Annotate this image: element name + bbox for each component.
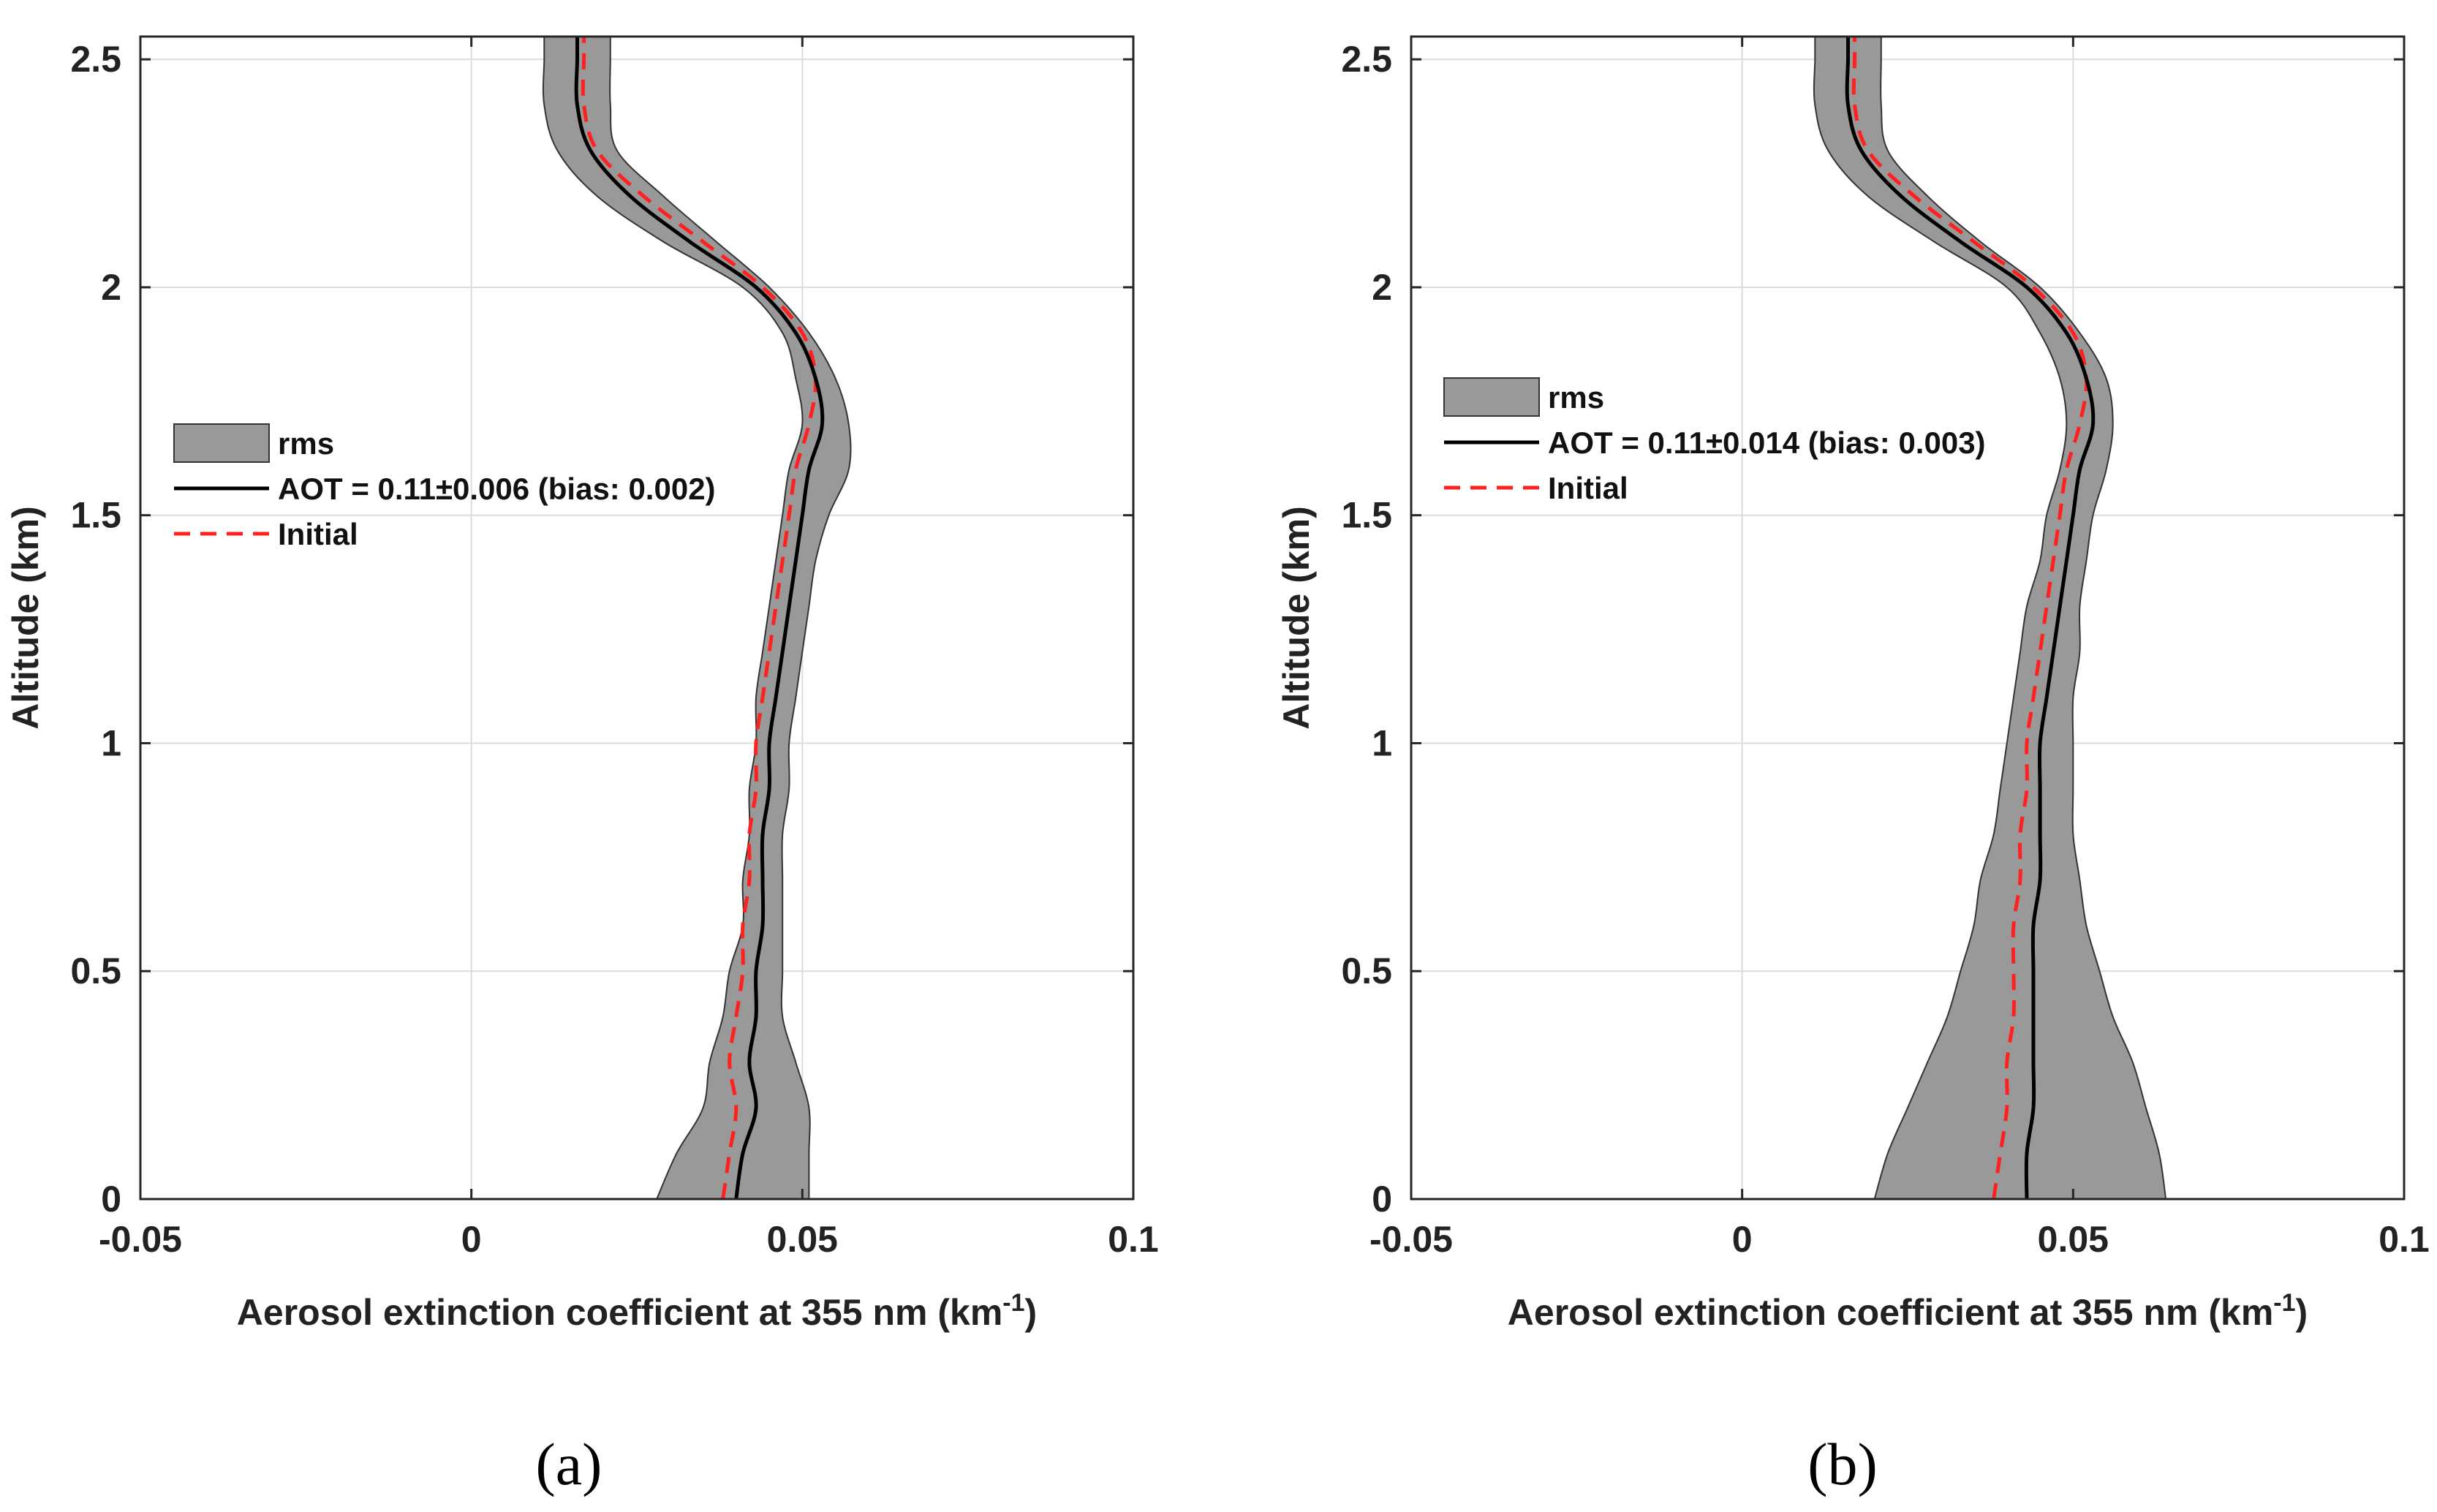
axes-frame-b (1410, 35, 2406, 1201)
x-tick-label: 0 (1732, 1219, 1753, 1260)
y-tick-label: 0 (101, 1179, 121, 1220)
rms-band-layer-a (542, 36, 852, 1200)
panel-a: -0.05 0 0.05 0.1 0 0.5 1 1.5 2 2.5 Aeros… (5, 35, 1159, 1497)
y-tick-label: 2 (101, 267, 121, 308)
y-tick-label: 1.5 (1341, 495, 1392, 536)
legend-label-rms: rms (1548, 380, 1604, 415)
y-tick-label: 2.5 (70, 39, 121, 80)
series-lines-b (1845, 37, 2096, 1200)
y-tick-label: 0.5 (1341, 950, 1392, 991)
rms-band-b (1813, 36, 2167, 1200)
y-tick-label: 2 (1372, 267, 1392, 308)
series-lines-a (574, 37, 825, 1200)
legend-label-aot: AOT = 0.11±0.014 (bias: 0.003) (1548, 426, 1986, 460)
y-tick-labels-a: 0 0.5 1 1.5 2 2.5 (70, 39, 121, 1220)
rms-band-a (542, 36, 852, 1200)
x-tick-label: 0.1 (2379, 1219, 2430, 1260)
aot-line-a (574, 37, 825, 1200)
y-tick-label: 1 (1372, 722, 1392, 763)
legend-b: rms AOT = 0.11±0.014 (bias: 0.003) Initi… (1443, 377, 1986, 505)
legend-swatch-rms (173, 423, 270, 463)
x-tick-label: -0.05 (1369, 1219, 1453, 1260)
x-tick-label: 0.05 (767, 1219, 838, 1260)
panel-label-a: (a) (535, 1431, 602, 1497)
legend-label-initial: Initial (278, 517, 358, 551)
x-tick-labels-a: -0.05 0 0.05 0.1 (99, 1219, 1159, 1260)
y-tick-labels-b: 0 0.5 1 1.5 2 2.5 (1341, 39, 1392, 1220)
tick-marks-a (139, 37, 1135, 1201)
axes-frame-a (139, 35, 1135, 1201)
legend-a: rms AOT = 0.11±0.006 (bias: 0.002) Initi… (173, 423, 716, 551)
aot-line-b (1845, 37, 2096, 1200)
rms-band-layer-b (1813, 36, 2167, 1200)
legend-label-initial: Initial (1548, 471, 1628, 505)
x-axis-title-b: Aerosol extinction coefficient at 355 nm… (1508, 1289, 2308, 1333)
legend-label-rms: rms (278, 426, 334, 461)
x-axis-title-a: Aerosol extinction coefficient at 355 nm… (237, 1289, 1037, 1333)
y-tick-label: 0 (1372, 1179, 1392, 1220)
y-axis-title-b: Altitude (km) (1276, 506, 1317, 730)
panel-b: -0.05 0 0.05 0.1 0 0.5 1 1.5 2 2.5 Aeros… (1276, 35, 2430, 1497)
x-tick-labels-b: -0.05 0 0.05 0.1 (1369, 1219, 2430, 1260)
y-tick-label: 0.5 (70, 950, 121, 991)
x-tick-label: 0.05 (2038, 1219, 2109, 1260)
x-tick-label: -0.05 (99, 1219, 182, 1260)
y-tick-label: 1.5 (70, 495, 121, 536)
x-tick-label: 0 (461, 1219, 482, 1260)
legend-swatch-rms (1443, 377, 1540, 417)
tick-marks-b (1410, 37, 2406, 1201)
y-axis-title-a: Altitude (km) (5, 506, 46, 730)
y-tick-label: 1 (101, 722, 121, 763)
panel-label-b: (b) (1807, 1431, 1878, 1497)
x-tick-label: 0.1 (1108, 1219, 1159, 1260)
legend-label-aot: AOT = 0.11±0.006 (bias: 0.002) (278, 472, 716, 506)
y-tick-label: 2.5 (1341, 39, 1392, 80)
